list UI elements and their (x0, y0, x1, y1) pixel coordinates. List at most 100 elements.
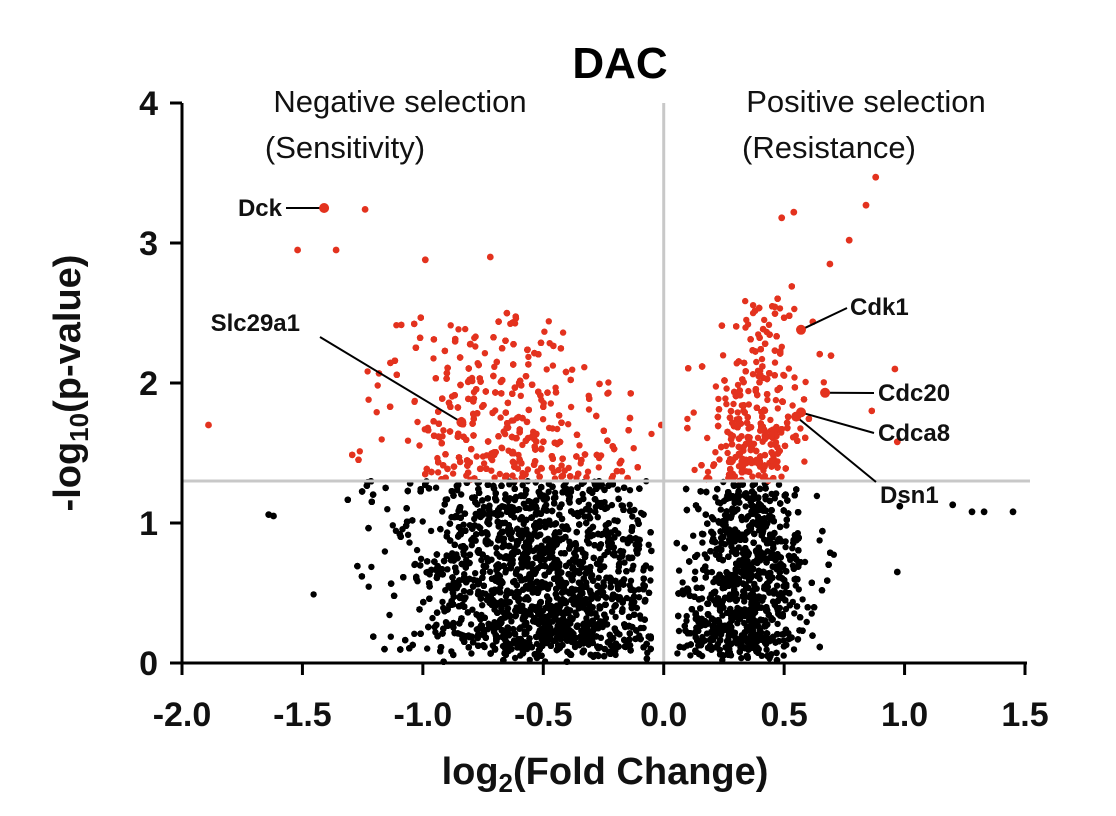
point (683, 617, 690, 624)
point (583, 615, 590, 622)
significant-point (704, 434, 711, 442)
significant-point (545, 424, 553, 432)
point (799, 596, 806, 603)
point (612, 613, 619, 621)
significant-point (547, 400, 554, 407)
significant-point (767, 416, 774, 424)
point (593, 613, 600, 620)
significant-point (749, 302, 757, 309)
significant-point (541, 328, 548, 335)
point (636, 612, 644, 619)
point (480, 503, 488, 511)
point (690, 532, 697, 539)
point (551, 489, 559, 496)
significant-point (567, 403, 575, 411)
point (458, 491, 465, 498)
point (683, 612, 690, 620)
significant-point (538, 465, 545, 472)
significant-point (690, 409, 697, 416)
significant-point (761, 316, 768, 324)
significant-point (509, 472, 516, 479)
point (595, 574, 602, 581)
point (801, 558, 809, 566)
point (365, 583, 372, 590)
significant-point (716, 456, 723, 463)
significant-point (722, 442, 730, 450)
point (444, 566, 451, 573)
point (687, 652, 694, 659)
significant-point (802, 378, 809, 386)
point (404, 531, 412, 538)
point (699, 633, 706, 641)
significant-point (525, 353, 532, 361)
point (791, 610, 798, 617)
point (813, 492, 821, 500)
point (674, 650, 681, 657)
point (310, 591, 317, 598)
point (675, 567, 683, 574)
point (468, 650, 475, 657)
point (742, 503, 749, 510)
significant-point (565, 421, 572, 428)
significant-point (715, 395, 722, 403)
significant-point (604, 390, 611, 397)
point (629, 513, 636, 520)
point (719, 612, 726, 619)
significant-point (734, 381, 742, 389)
point (472, 570, 479, 577)
point (612, 651, 619, 659)
significant-point (801, 458, 808, 465)
point (635, 586, 642, 593)
point (533, 640, 541, 648)
point (478, 556, 485, 564)
point (468, 542, 475, 549)
significant-point (449, 470, 457, 477)
significant-point (472, 333, 479, 340)
point (792, 582, 799, 589)
significant-point (792, 432, 799, 439)
significant-point (498, 445, 506, 452)
point (439, 508, 446, 515)
point (413, 546, 421, 554)
point (630, 562, 637, 569)
significant-point (430, 355, 437, 362)
significant-point (552, 384, 559, 391)
significant-point (723, 400, 730, 408)
significant-point (524, 466, 532, 473)
significant-point (576, 442, 583, 449)
significant-point (753, 358, 760, 366)
point (808, 610, 815, 617)
point (717, 506, 724, 513)
significant-point (472, 343, 479, 350)
point (517, 624, 524, 631)
significant-point (724, 449, 731, 457)
point (773, 582, 781, 589)
significant-point (581, 364, 588, 371)
significant-point (488, 467, 495, 474)
significant-point (730, 400, 737, 408)
point (774, 607, 781, 614)
point (775, 481, 783, 488)
significant-point (404, 437, 412, 444)
point (384, 506, 391, 513)
significant-point (364, 368, 371, 375)
point (429, 614, 436, 622)
significant-point (543, 366, 550, 373)
point (647, 577, 654, 584)
significant-point (434, 469, 442, 476)
point (626, 487, 634, 494)
significant-point (749, 371, 757, 378)
significant-point (776, 305, 784, 312)
point (615, 561, 623, 568)
significant-point (742, 297, 749, 305)
point (623, 594, 630, 602)
significant-point (789, 402, 796, 409)
significant-point (722, 395, 729, 402)
significant-point (605, 379, 612, 386)
significant-point (491, 474, 498, 481)
point (381, 548, 389, 555)
significant-point (759, 474, 767, 481)
significant-point (480, 460, 488, 467)
point (675, 627, 683, 635)
point (679, 579, 686, 586)
